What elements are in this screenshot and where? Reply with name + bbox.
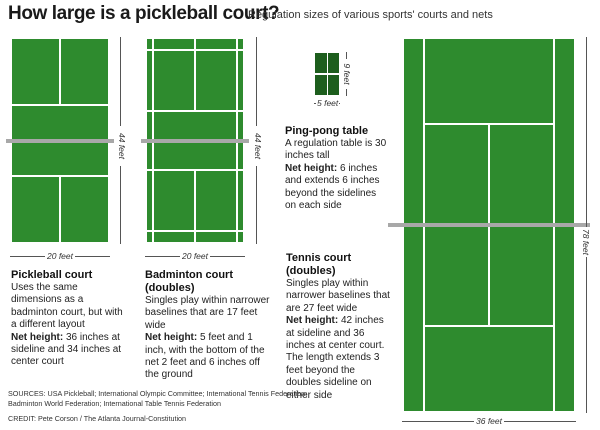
badminton-net-label: Net height: — [145, 332, 198, 344]
pickleball-length-label: 44 feet — [117, 126, 127, 166]
pickleball-court — [6, 37, 114, 244]
pickleball-centerline-top — [59, 37, 61, 106]
badminton-width-label: 20 feet — [180, 251, 210, 261]
badminton-caption-net: Net height: 5 feet and 1 inch, with the … — [145, 332, 273, 382]
sources-note: SOURCES: USA Pickleball; International O… — [8, 389, 308, 408]
pickleball-caption-body: Uses the same dimensions as a badminton … — [11, 282, 123, 331]
pingpong-net-text: 6 inches and extends 6 inches beyond the… — [285, 162, 380, 212]
badminton-court — [141, 37, 249, 244]
pickleball-caption-title: Pickleball court — [11, 269, 93, 281]
pickleball-caption: Pickleball court Uses the same dimension… — [11, 269, 129, 369]
pingpong-length-label: 9 feet — [342, 59, 352, 89]
badminton-centerline-bottom — [194, 169, 196, 244]
pickleball-width-label: 20 feet — [45, 251, 75, 261]
tennis-net-label: Net height: — [286, 315, 339, 327]
tennis-width-label: 36 feet — [474, 416, 504, 426]
tennis-net-text: 42 inches at sideline and 36 inches at c… — [286, 315, 385, 401]
pingpong-net-label: Net height: — [285, 162, 338, 174]
badminton-caption-title: Badminton court (doubles) — [145, 269, 233, 294]
pingpong-caption-body: A regulation table is 30 inches tall — [285, 138, 387, 162]
pingpong-table — [312, 52, 342, 96]
tennis-baseline-bottom — [402, 411, 576, 413]
tennis-length-line — [586, 37, 587, 413]
page-subtitle: Regulation sizes of various sports' cour… — [248, 9, 493, 21]
pingpong-caption: Ping-pong table A regulation table is 30… — [285, 125, 387, 212]
badminton-caption-body: Singles play within narrower baselines t… — [145, 295, 270, 331]
pickleball-net — [6, 139, 114, 143]
pickleball-net-text: 36 inches at sideline and 34 inches at c… — [11, 331, 122, 368]
pickleball-caption-net: Net height: 36 inches at sideline and 34… — [11, 332, 129, 369]
tennis-court — [388, 37, 590, 413]
badminton-length-label: 44 feet — [253, 126, 263, 166]
pingpong-width-label: 5 feet — [316, 98, 340, 108]
pingpong-caption-net: Net height: 6 inches and extends 6 inche… — [285, 163, 387, 213]
page-title: How large is a pickleball court? — [8, 3, 280, 24]
credit-note: CREDIT: Pete Corson / The Atlanta Journa… — [8, 414, 187, 423]
badminton-net-text: 5 feet and 1 inch, with the bottom of th… — [145, 332, 265, 381]
badminton-net — [141, 139, 249, 143]
tennis-caption: Tennis court (doubles) Singles play with… — [286, 252, 392, 402]
tennis-caption-net: Net height: 42 inches at sideline and 36… — [286, 315, 392, 402]
tennis-net — [388, 223, 590, 227]
badminton-caption: Badminton court (doubles) Singles play w… — [145, 269, 273, 382]
pickleball-centerline-bottom — [59, 175, 61, 244]
pingpong-net — [312, 73, 342, 75]
tennis-baseline-top — [402, 37, 576, 39]
tennis-caption-body: Singles play within narrower baselines t… — [286, 278, 390, 314]
tennis-length-label: 78 feet — [581, 227, 591, 257]
badminton-centerline-top — [194, 37, 196, 112]
tennis-caption-title: Tennis court (doubles) — [286, 252, 352, 277]
pingpong-caption-title: Ping-pong table — [285, 125, 369, 137]
pickleball-net-label: Net height: — [11, 331, 64, 343]
